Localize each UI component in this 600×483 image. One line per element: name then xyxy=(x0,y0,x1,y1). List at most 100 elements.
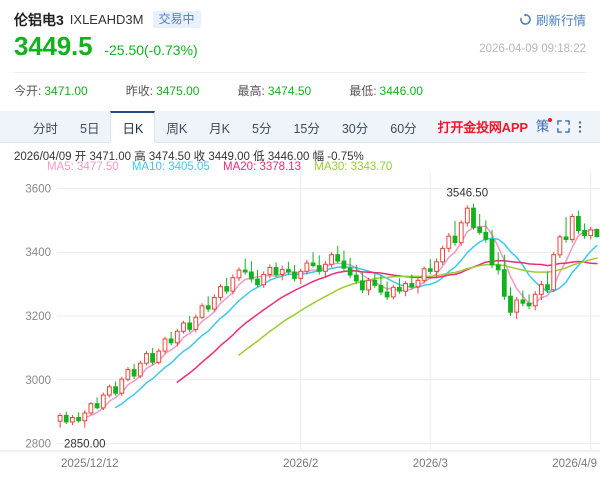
candle xyxy=(440,245,446,265)
candle xyxy=(520,290,526,307)
candle-body-up xyxy=(446,235,452,249)
quick-stat-open-value: 3471.00 xyxy=(44,84,88,98)
candle xyxy=(181,320,186,334)
strategy-icon[interactable]: 策 xyxy=(536,117,553,134)
candle-body-down xyxy=(594,229,600,237)
candle xyxy=(63,411,69,424)
candle-body-down xyxy=(292,271,297,279)
quote-timestamp: 2026-04-09 09:18:22 xyxy=(479,43,586,55)
candle-body-up xyxy=(119,378,125,394)
open-app-promo[interactable]: 打开金投网APP xyxy=(437,120,528,135)
candle xyxy=(218,284,223,301)
status-badge: 交易中 xyxy=(152,10,201,29)
tab-5min[interactable]: 5分 xyxy=(252,122,272,136)
candle xyxy=(193,314,199,333)
candle-body-down xyxy=(168,338,174,344)
candle-body-up xyxy=(569,216,575,240)
chart-tool-icons: 策 xyxy=(536,111,591,142)
candle-body-up xyxy=(156,350,162,363)
candle-body-down xyxy=(310,262,316,267)
candle-body-down xyxy=(452,235,458,244)
y-axis-label: 2800 xyxy=(25,439,51,451)
candlestick-chart-svg[interactable]: 2800 3000 3200 3400 3600 2025/12/12 2026/2 2026… xyxy=(0,172,600,483)
candle-body-up xyxy=(323,263,328,272)
candle-body-down xyxy=(563,236,569,241)
candle-body-down xyxy=(347,267,353,276)
candle xyxy=(273,262,279,278)
y-axis-label: 3200 xyxy=(25,311,51,323)
candle xyxy=(458,220,464,246)
candlestick-chart[interactable]: 2800 3000 3200 3400 3600 2025/12/12 2026/2 2026… xyxy=(0,172,600,483)
candle xyxy=(267,264,273,279)
candle xyxy=(150,347,155,366)
tab-fenshi[interactable]: 分时 xyxy=(33,122,59,136)
annotation-high: 3546.50 xyxy=(447,187,489,199)
tab-monthk[interactable]: 月K xyxy=(209,122,230,136)
candle xyxy=(292,264,297,282)
candle-body-down xyxy=(335,254,341,262)
refresh-quote-button[interactable]: 刷新行情 xyxy=(519,10,586,29)
ma10-legend: MA10: 3405.05 xyxy=(131,161,210,173)
ma20-legend: MA20: 3378.13 xyxy=(223,161,302,173)
last-price: 3449.5 xyxy=(14,31,93,61)
candle-body-up xyxy=(390,286,396,298)
candle-body-down xyxy=(94,403,100,409)
candle-body-up xyxy=(100,394,106,409)
candle xyxy=(576,210,581,234)
candle-body-down xyxy=(483,231,489,240)
candle xyxy=(526,294,532,309)
candle-body-down xyxy=(242,269,248,273)
candle xyxy=(242,258,248,275)
candle-body-up xyxy=(434,261,439,272)
candle-body-down xyxy=(131,369,137,377)
candle-body-down xyxy=(582,230,588,237)
candle xyxy=(310,252,316,268)
candle xyxy=(409,274,415,289)
candle-body-down xyxy=(409,283,415,288)
fullscreen-icon[interactable] xyxy=(557,120,571,133)
quick-stat-low-value: 3446.00 xyxy=(379,84,423,98)
candle-body-up xyxy=(514,299,520,313)
candle-body-down xyxy=(273,267,279,275)
candle xyxy=(144,351,149,366)
tab-dayk[interactable]: 日K xyxy=(110,111,156,143)
candle xyxy=(501,254,507,301)
candle xyxy=(205,296,211,313)
candle-body-up xyxy=(144,353,149,364)
candle xyxy=(168,331,174,346)
candle-body-down xyxy=(341,260,347,269)
candle-body-up xyxy=(440,247,446,263)
candle xyxy=(403,280,409,297)
more-vertical-dots-icon xyxy=(579,120,582,133)
candle xyxy=(347,257,353,279)
candle xyxy=(421,266,427,284)
candle xyxy=(588,226,594,240)
tab-30min[interactable]: 30分 xyxy=(341,122,369,136)
candle-body-up xyxy=(532,293,538,307)
tab-60min[interactable]: 60分 xyxy=(390,122,417,136)
tab-5day[interactable]: 5日 xyxy=(80,122,100,136)
tab-15min[interactable]: 15分 xyxy=(293,122,320,136)
more-menu-icon[interactable] xyxy=(578,120,582,134)
candle-body-down xyxy=(520,299,526,304)
candle xyxy=(464,205,470,227)
candle xyxy=(366,277,372,296)
candle xyxy=(329,252,335,268)
candle xyxy=(471,203,476,230)
candle-body-down xyxy=(224,286,230,292)
candle xyxy=(82,410,88,428)
candle xyxy=(298,268,304,285)
tab-weekk[interactable]: 周K xyxy=(166,122,188,136)
candle-body-up xyxy=(137,362,143,377)
candle-body-down xyxy=(477,226,483,233)
candle xyxy=(378,274,384,296)
chart-ma-legend: MA5: 3477.50 MA10: 3405.05 MA20: 3378.13… xyxy=(47,161,402,173)
quick-stats-row: 今开: 3471.00 昨收: 3475.00 最高: 3474.50 最低: 3446… xyxy=(0,73,600,99)
candle xyxy=(174,328,180,347)
candle xyxy=(569,213,575,243)
candle-body-up xyxy=(70,417,75,423)
candle-body-down xyxy=(378,284,384,293)
quick-stat-high: 最高: 3474.50 xyxy=(237,82,311,99)
header-top-row: 伦铝电3 IXLEAHD3M 交易中 刷新行情 xyxy=(0,0,600,30)
candle xyxy=(551,252,557,293)
